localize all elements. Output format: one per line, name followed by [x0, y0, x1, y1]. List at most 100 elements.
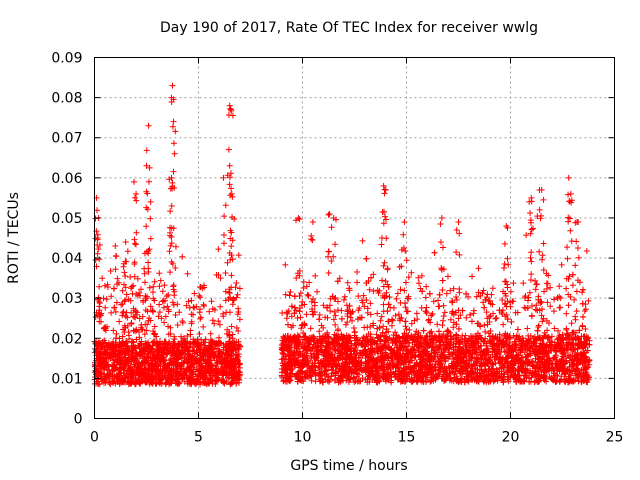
data-point — [162, 339, 169, 346]
data-point — [111, 373, 118, 380]
data-point — [136, 371, 143, 378]
data-point — [334, 326, 341, 333]
data-point — [125, 352, 132, 359]
data-point — [201, 284, 208, 291]
data-point — [228, 323, 235, 330]
data-point — [501, 348, 508, 355]
data-point — [174, 360, 181, 367]
data-point — [214, 342, 221, 349]
data-point — [209, 348, 216, 355]
data-point — [200, 323, 207, 330]
data-point — [414, 316, 421, 323]
data-point — [194, 336, 201, 343]
data-point — [101, 380, 108, 387]
data-point — [349, 317, 356, 324]
data-point — [234, 376, 241, 383]
data-point — [473, 293, 480, 300]
data-point — [132, 355, 139, 362]
data-point — [163, 379, 170, 386]
data-markers — [91, 82, 593, 388]
data-point — [388, 322, 395, 329]
data-point — [563, 310, 570, 317]
data-point — [211, 306, 218, 313]
data-point — [234, 311, 241, 318]
data-point — [145, 343, 152, 350]
data-point — [132, 376, 139, 383]
data-point — [168, 380, 175, 387]
data-point — [450, 285, 457, 292]
data-point — [200, 301, 207, 308]
data-point — [207, 374, 214, 381]
data-point — [96, 381, 103, 388]
data-point — [130, 282, 137, 289]
data-point — [528, 303, 535, 310]
data-point — [465, 293, 472, 300]
data-point — [147, 303, 154, 310]
data-point — [211, 320, 218, 327]
data-point — [360, 292, 367, 299]
data-point — [151, 278, 158, 285]
data-point — [226, 370, 233, 377]
data-point — [304, 291, 311, 298]
data-point — [95, 362, 102, 369]
data-point — [197, 283, 204, 290]
data-point — [397, 286, 404, 293]
data-point — [104, 349, 111, 356]
data-point — [496, 307, 503, 314]
data-point — [177, 340, 184, 347]
data-point — [183, 302, 190, 309]
data-point — [233, 280, 240, 287]
data-point — [463, 314, 470, 321]
data-point — [141, 270, 148, 277]
data-point — [157, 341, 164, 348]
data-point — [197, 314, 204, 321]
data-point — [222, 288, 229, 295]
data-point — [232, 346, 239, 353]
data-point — [440, 330, 447, 337]
data-point — [206, 361, 213, 368]
data-point — [429, 310, 436, 317]
data-point — [209, 317, 216, 324]
data-point — [563, 285, 570, 292]
data-point — [166, 365, 173, 372]
data-point — [97, 376, 104, 383]
data-point — [162, 313, 169, 320]
data-point — [104, 342, 111, 349]
data-point — [207, 330, 214, 337]
data-point — [127, 365, 134, 372]
data-point — [344, 319, 351, 326]
data-point — [136, 292, 143, 299]
data-point — [235, 252, 242, 259]
data-point — [492, 315, 499, 322]
data-point — [96, 283, 103, 290]
data-point — [398, 314, 405, 321]
data-point — [448, 336, 455, 343]
data-point — [235, 353, 242, 360]
data-point — [149, 339, 156, 346]
data-point — [481, 322, 488, 329]
data-point — [164, 303, 171, 310]
data-point — [110, 379, 117, 386]
data-point — [540, 240, 547, 247]
data-point — [418, 304, 425, 311]
data-point — [125, 332, 132, 339]
data-point — [443, 290, 450, 297]
data-point — [109, 378, 116, 385]
data-point — [386, 294, 393, 301]
data-point — [215, 271, 222, 278]
data-point — [344, 279, 351, 286]
data-point — [209, 362, 216, 369]
data-point — [332, 321, 339, 328]
data-point — [300, 284, 307, 291]
data-point — [324, 373, 331, 380]
data-point — [316, 328, 323, 335]
data-point — [482, 328, 489, 335]
data-point — [185, 364, 192, 371]
data-point — [118, 301, 125, 308]
data-point — [446, 341, 453, 348]
data-point — [142, 279, 149, 286]
data-point — [121, 298, 128, 305]
data-point — [392, 329, 399, 336]
data-point — [195, 360, 202, 367]
